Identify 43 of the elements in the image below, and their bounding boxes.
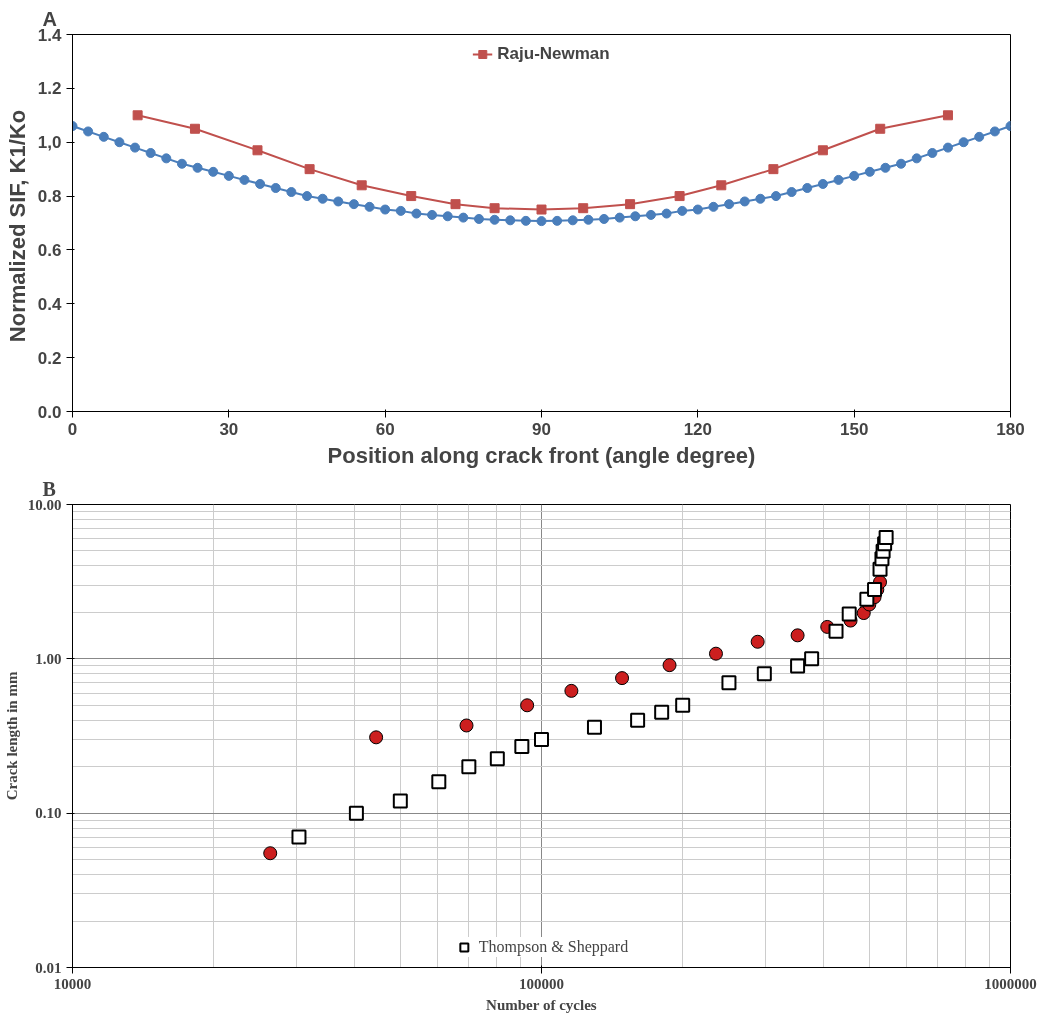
point bbox=[132, 110, 143, 121]
x-tick-label: 0 bbox=[67, 419, 78, 439]
y-tick-label: 1,0 bbox=[37, 133, 62, 153]
point bbox=[768, 164, 779, 175]
x-tick-label: 100000 bbox=[519, 975, 564, 992]
point bbox=[252, 145, 263, 156]
y-tick-label: 0.0 bbox=[37, 402, 62, 422]
point bbox=[942, 110, 953, 121]
y-axis-title: Crack length in mm bbox=[3, 671, 20, 801]
x-tick-label: 60 bbox=[375, 419, 395, 439]
point bbox=[817, 145, 828, 156]
point bbox=[406, 191, 417, 202]
y-tick-label: 1.00 bbox=[35, 650, 62, 667]
point bbox=[304, 164, 315, 175]
x-tick-label: 30 bbox=[219, 419, 239, 439]
x-tick-label: 120 bbox=[683, 419, 713, 439]
y-tick-label: 0.6 bbox=[37, 240, 62, 260]
y-tick-label: 0.8 bbox=[37, 187, 62, 207]
point bbox=[875, 123, 886, 134]
point bbox=[536, 204, 547, 215]
x-axis-title: Position along crack front (angle degree) bbox=[327, 442, 756, 468]
point bbox=[578, 203, 589, 214]
y-axis-title: Normalized SIF, K1/Ko bbox=[4, 109, 30, 343]
point bbox=[625, 199, 636, 210]
point bbox=[489, 203, 500, 214]
y-tick-label: 0.10 bbox=[35, 805, 62, 822]
x-tick-label: 1000000 bbox=[984, 975, 1037, 992]
y-tick-label: 0.2 bbox=[37, 348, 62, 368]
y-tick-label: 0.01 bbox=[35, 959, 62, 976]
point bbox=[356, 180, 367, 191]
x-tick-label: 150 bbox=[839, 419, 869, 439]
point bbox=[674, 191, 685, 202]
point bbox=[716, 180, 727, 191]
point bbox=[450, 199, 461, 210]
legend-label: Raju-Newman bbox=[497, 44, 610, 64]
x-tick-label: 90 bbox=[532, 419, 551, 439]
y-tick-label: 0.4 bbox=[37, 294, 63, 314]
point bbox=[189, 123, 200, 134]
x-tick-label: 10000 bbox=[53, 975, 92, 992]
x-axis-title: Number of cycles bbox=[486, 996, 597, 1013]
y-tick-label: 1.2 bbox=[37, 79, 62, 99]
x-tick-label: 180 bbox=[996, 419, 1025, 439]
legend-label: Thompson & Sheppard bbox=[478, 938, 629, 956]
